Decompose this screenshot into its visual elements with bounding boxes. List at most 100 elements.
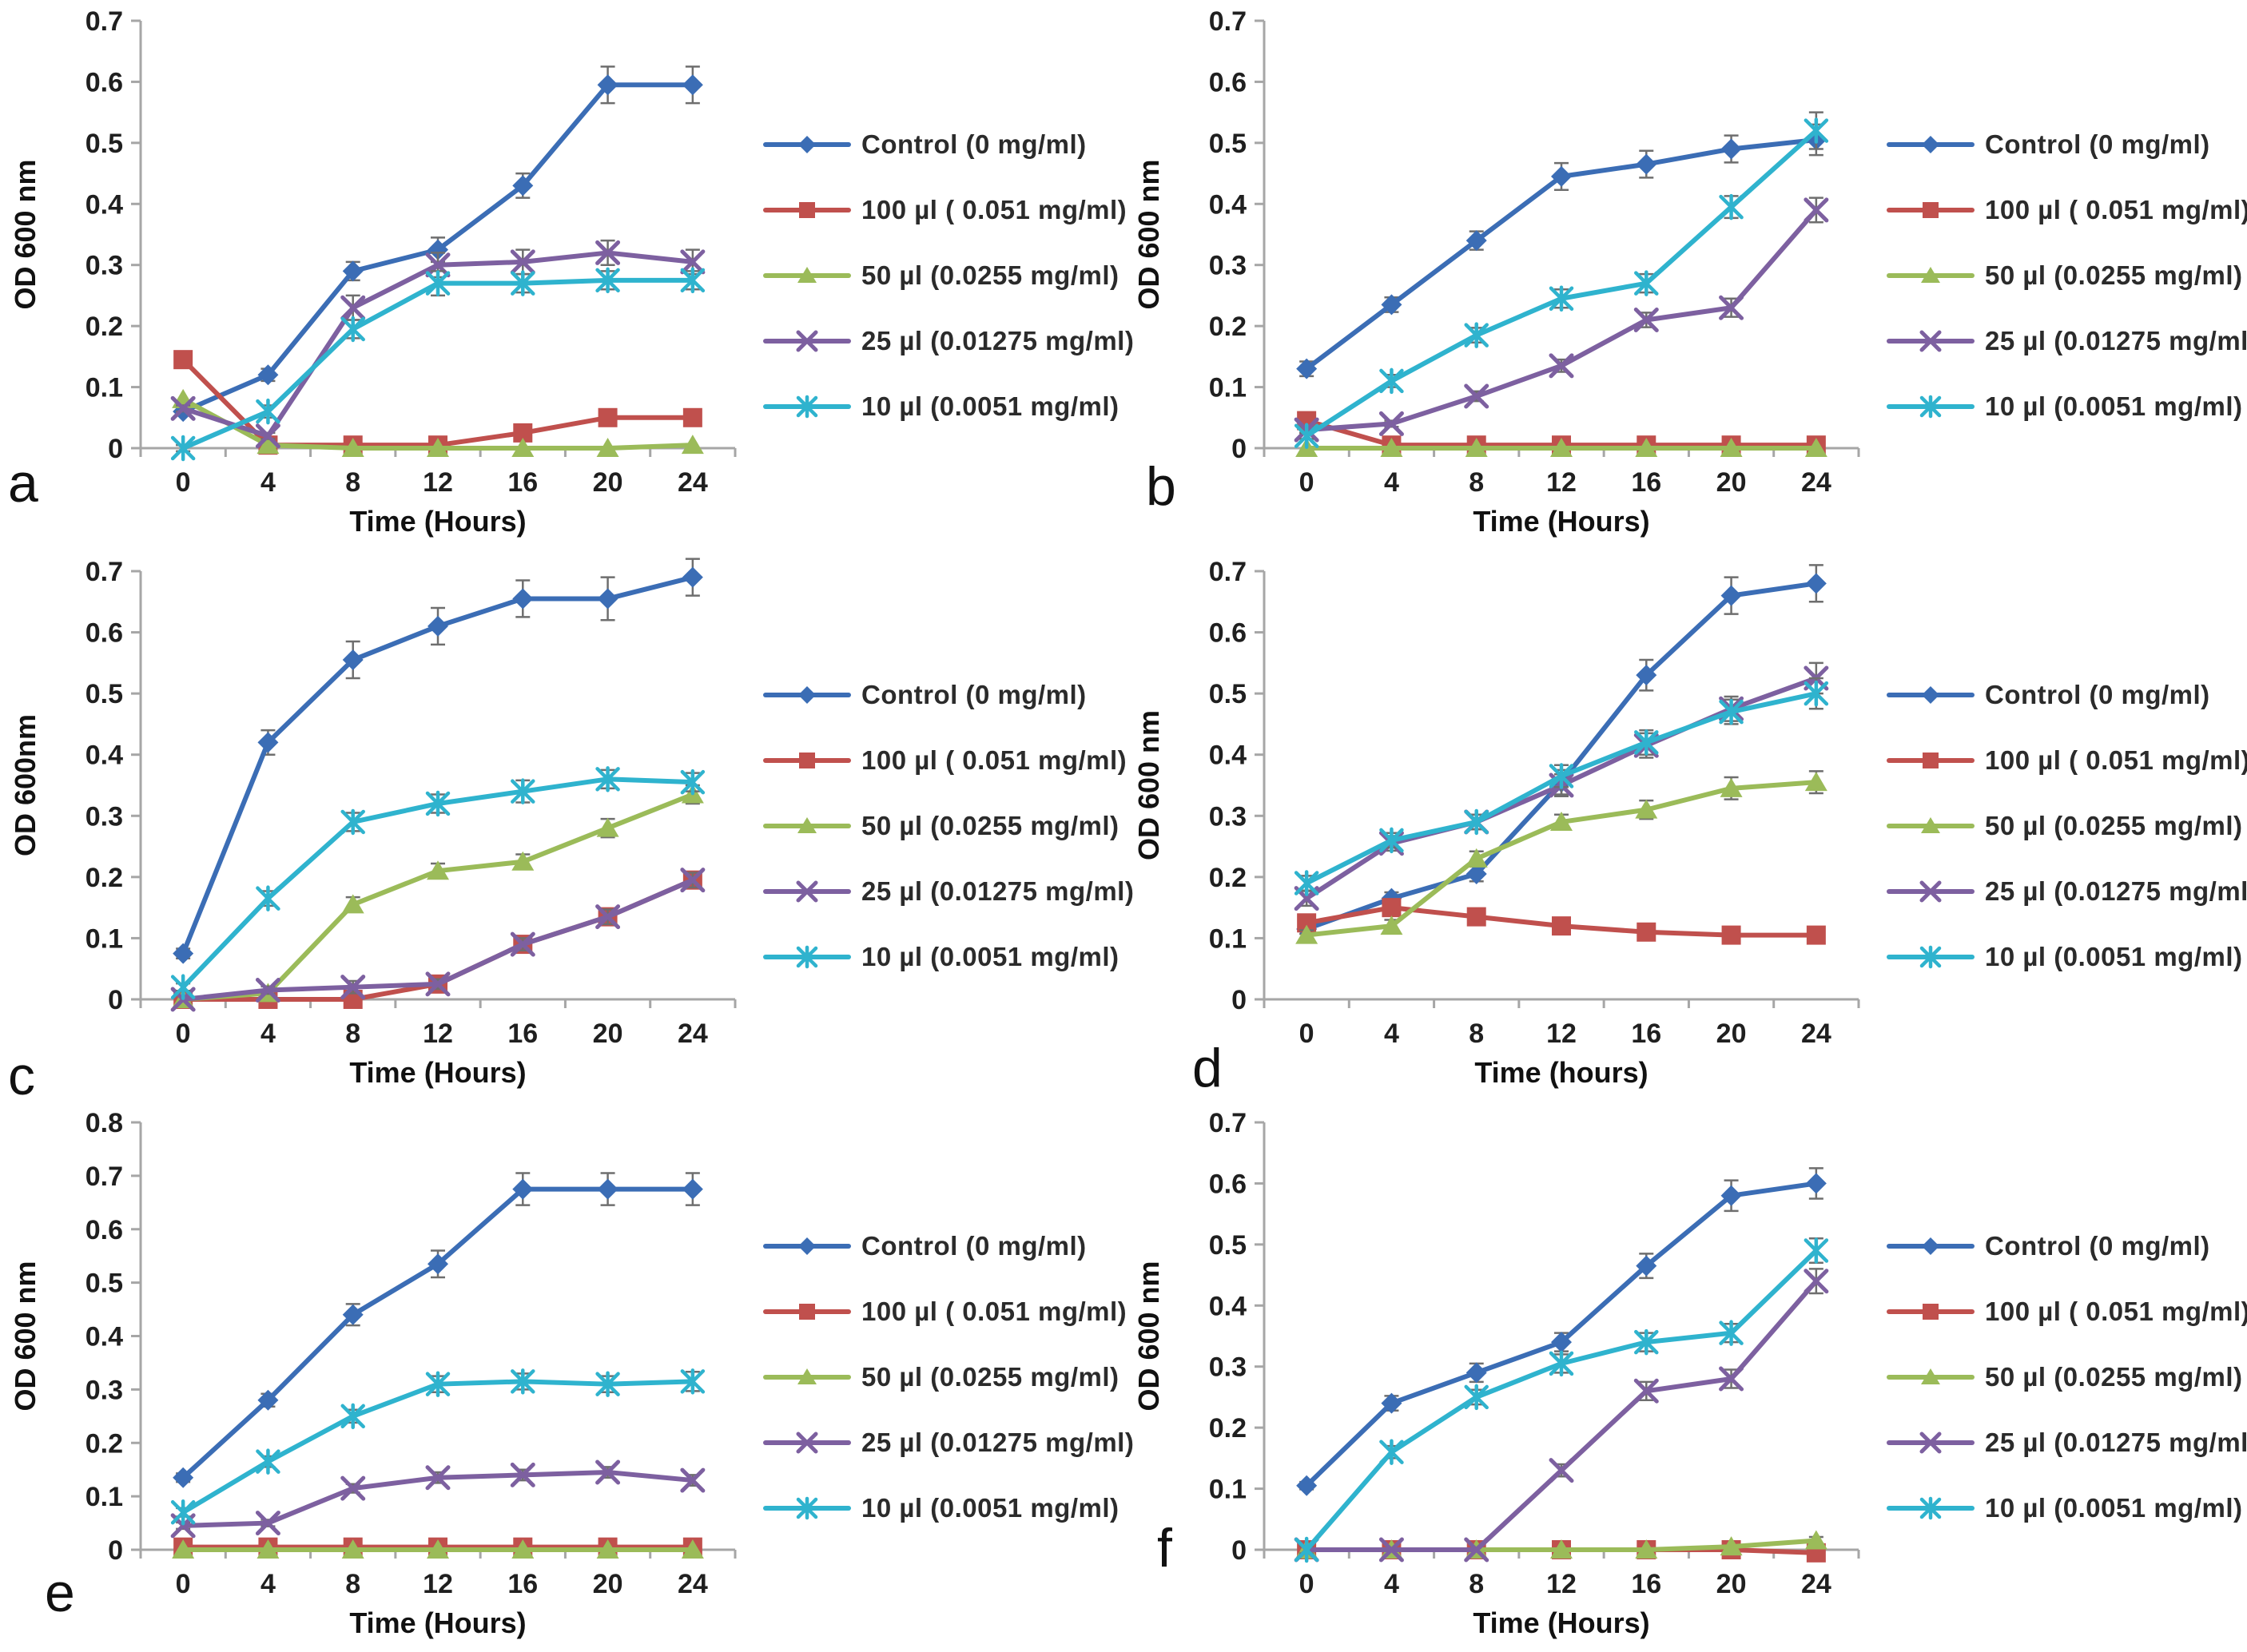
x-tick-label: 4 bbox=[1384, 467, 1399, 498]
legend-label: Control (0 mg/ml) bbox=[1985, 680, 2210, 709]
x-tick-label: 4 bbox=[260, 1569, 276, 1599]
series-10ul bbox=[1294, 1237, 1829, 1563]
data-point-marker bbox=[340, 1403, 365, 1430]
data-point-marker bbox=[512, 588, 534, 610]
data-point-marker bbox=[342, 649, 364, 671]
legend-item: 10 µl (0.0051 mg/ml) bbox=[1886, 942, 2242, 972]
data-point-marker bbox=[342, 260, 364, 282]
data-point-marker bbox=[1295, 924, 1318, 944]
legend-marker-glyph bbox=[1921, 266, 1940, 283]
y-tick-label: 0.3 bbox=[1209, 1352, 1247, 1383]
legend-item: 50 µl (0.0255 mg/ml) bbox=[762, 1362, 1119, 1392]
panel-c: 0 0.1 0.2 0.3 0.4 0.5 0.6 0.7 0 4 8 12 16 20 24 Time (H… bbox=[0, 550, 1134, 1103]
data-point-marker bbox=[425, 1465, 451, 1491]
data-point-marker bbox=[1294, 870, 1319, 896]
x-tick-label: 4 bbox=[260, 1019, 276, 1049]
data-point-marker bbox=[170, 974, 196, 1000]
data-point-marker bbox=[1379, 367, 1404, 395]
legend-triangle-marker-icon bbox=[1887, 817, 1975, 833]
x-tick-label: 4 bbox=[260, 467, 276, 498]
data-point-marker bbox=[340, 1475, 366, 1501]
data-point-marker bbox=[1549, 1458, 1574, 1483]
x-axis-title: Time (Hours) bbox=[1473, 505, 1649, 538]
legend-item: Control (0 mg/ml) bbox=[1886, 680, 2242, 710]
y-tick-label: 0.6 bbox=[86, 1215, 123, 1245]
growth-chart-a: 0 0.1 0.2 0.3 0.4 0.5 0.6 0.7 0 4 8 12 16 20 24 Time (H… bbox=[9, 6, 737, 538]
data-point-marker bbox=[510, 1462, 535, 1487]
series-50ul bbox=[172, 1539, 704, 1559]
legend-square-marker-icon bbox=[763, 201, 851, 218]
legend-label: 10 µl (0.0051 mg/ml) bbox=[861, 391, 1120, 421]
data-point-marker bbox=[1804, 680, 1829, 707]
data-point-marker bbox=[256, 1448, 280, 1475]
x-tick-label: 16 bbox=[507, 467, 538, 498]
y-tick-label: 0.1 bbox=[86, 923, 123, 954]
data-point-marker bbox=[1552, 916, 1571, 936]
series-25ul bbox=[1294, 1268, 1829, 1563]
x-tick-label: 16 bbox=[1631, 467, 1661, 498]
legend-marker-glyph bbox=[796, 945, 818, 969]
panel-d: 0 0.1 0.2 0.3 0.4 0.5 0.6 0.7 0 4 8 12 16 20 24 Time (h… bbox=[1124, 550, 2247, 1102]
x-tick-label: 16 bbox=[1631, 1569, 1661, 1599]
legend-a: Control (0 mg/ml) 100 µl ( 0.051 mg/ml) 50… bbox=[762, 0, 1134, 550]
x-tick-label: 16 bbox=[1631, 1019, 1661, 1049]
legend-x-marker-icon bbox=[1887, 880, 1975, 903]
data-point-marker bbox=[1550, 438, 1573, 457]
legend-label: 100 µl ( 0.051 mg/ml) bbox=[861, 745, 1127, 775]
data-point-marker bbox=[512, 175, 534, 197]
data-point-marker bbox=[1466, 230, 1487, 252]
legend-label: Control (0 mg/ml) bbox=[861, 129, 1087, 159]
legend-diamond-marker-icon bbox=[763, 135, 851, 153]
series-line bbox=[1304, 1248, 1819, 1552]
data-point-marker bbox=[340, 808, 365, 836]
series-50ul bbox=[172, 388, 704, 457]
x-axis-title: Time (Hours) bbox=[349, 1606, 526, 1639]
y-tick-label: 0.4 bbox=[86, 189, 123, 220]
y-tick-label: 0.5 bbox=[1209, 129, 1247, 159]
data-point-marker bbox=[257, 732, 279, 753]
legend-label: 25 µl (0.01275 mg/ml) bbox=[1985, 1427, 2247, 1457]
series-line bbox=[181, 1186, 695, 1480]
legend-triangle-marker-icon bbox=[763, 266, 851, 283]
x-tick-label: 8 bbox=[1469, 1019, 1484, 1049]
legend-marker-glyph bbox=[1922, 686, 1939, 704]
x-tick-label: 8 bbox=[1469, 1569, 1484, 1599]
data-point-marker bbox=[1379, 1439, 1404, 1465]
data-point-marker bbox=[596, 1539, 619, 1559]
data-point-marker bbox=[681, 435, 704, 455]
y-tick-label: 0.3 bbox=[1209, 251, 1247, 281]
data-point-marker bbox=[255, 978, 280, 1003]
data-point-marker bbox=[1382, 898, 1402, 918]
data-point-marker bbox=[1549, 1350, 1574, 1377]
panel-a: 0 0.1 0.2 0.3 0.4 0.5 0.6 0.7 0 4 8 12 16 20 24 Time (H… bbox=[0, 0, 1134, 550]
axes: 0 0.1 0.2 0.3 0.4 0.5 0.6 0.7 0 4 8 12 16 20 24 bbox=[1209, 1108, 1860, 1599]
x-tick-label: 24 bbox=[1801, 467, 1831, 498]
y-tick-label: 0.7 bbox=[1209, 6, 1247, 37]
y-axis-title: OD 600 nm bbox=[9, 1261, 42, 1411]
data-point-marker bbox=[341, 894, 364, 914]
y-tick-label: 0.1 bbox=[1209, 373, 1247, 403]
legend-item: 10 µl (0.0051 mg/ml) bbox=[1886, 391, 2242, 422]
data-point-marker bbox=[1719, 193, 1744, 220]
data-point-marker bbox=[172, 1539, 195, 1559]
data-point-marker bbox=[340, 295, 366, 320]
legend-label: 100 µl ( 0.051 mg/ml) bbox=[1985, 1296, 2247, 1326]
series-10ul bbox=[170, 1368, 706, 1526]
legend-diamond-marker-icon bbox=[1887, 1237, 1975, 1255]
y-tick-label: 0.4 bbox=[86, 1322, 123, 1352]
y-tick-label: 0.2 bbox=[86, 863, 123, 893]
legend-label: 50 µl (0.0255 mg/ml) bbox=[861, 260, 1120, 290]
panel-e: 0 0.1 0.2 0.3 0.4 0.5 0.6 0.7 0.8 0 4 8 12 16 20 24 Time… bbox=[0, 1102, 1134, 1652]
data-point-marker bbox=[428, 239, 448, 260]
x-tick-label: 0 bbox=[176, 1019, 191, 1049]
y-tick-label: 0.6 bbox=[86, 67, 123, 97]
series-50ul bbox=[1295, 1530, 1827, 1559]
legend-marker-glyph bbox=[799, 1303, 815, 1320]
data-point-marker bbox=[1379, 827, 1404, 854]
series-10ul bbox=[1294, 677, 1829, 896]
growth-chart-d: 0 0.1 0.2 0.3 0.4 0.5 0.6 0.7 0 4 8 12 16 20 24 Time (h… bbox=[1132, 557, 1860, 1089]
data-point-marker bbox=[1633, 1378, 1659, 1404]
y-tick-label: 0 bbox=[1231, 1535, 1247, 1566]
data-point-marker bbox=[427, 860, 449, 880]
